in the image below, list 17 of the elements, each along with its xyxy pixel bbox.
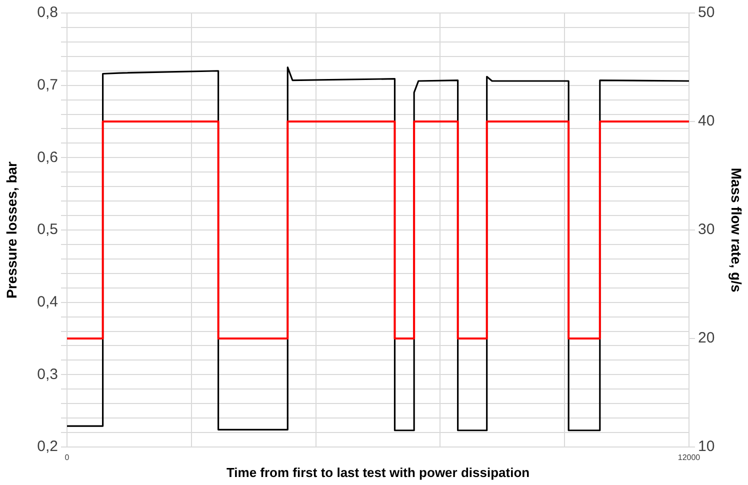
y-tick-label: 0,6 <box>37 148 58 166</box>
y-tick-label: 0,8 <box>37 4 58 22</box>
y-axis-title: Pressure losses, bar <box>3 160 20 298</box>
y2-tick-label: 30 <box>698 221 715 238</box>
x-tick-label: 0 <box>64 453 70 462</box>
x-axis-title: Time from first to last test with power dissipation <box>226 464 530 480</box>
y2-tick-label: 50 <box>698 4 715 22</box>
y-tick-label: 0,5 <box>37 221 58 238</box>
y-tick-label: 0,2 <box>37 438 58 456</box>
y2-tick-label: 10 <box>698 438 715 456</box>
y2-axis-title: Mass flow rate, g/s <box>728 168 745 292</box>
y2-tick-label: 40 <box>698 112 715 130</box>
y-tick-label: 0,3 <box>37 366 58 383</box>
y-tick-label: 0,4 <box>37 293 58 310</box>
y-tick-label: 0,7 <box>37 76 58 94</box>
y2-tick-label: 20 <box>698 330 715 347</box>
x-tick-label: 12000 <box>678 453 701 462</box>
